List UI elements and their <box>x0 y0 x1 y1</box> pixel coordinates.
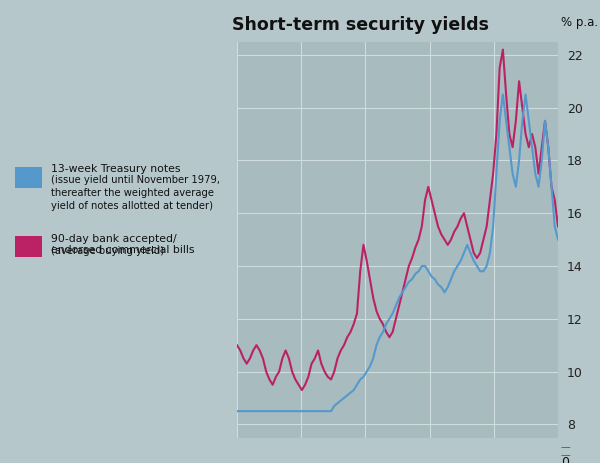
Text: —
—: — — <box>561 442 571 461</box>
Text: 90-day bank accepted/
endorsed commercial bills: 90-day bank accepted/ endorsed commercia… <box>51 234 194 256</box>
Text: 13-week Treasury notes: 13-week Treasury notes <box>51 164 181 175</box>
Text: (average buying yield): (average buying yield) <box>51 246 164 257</box>
Text: 0: 0 <box>561 456 569 463</box>
Text: % p.a.: % p.a. <box>561 16 598 29</box>
Text: (issue yield until November 1979,
thereafter the weighted average
yield of notes: (issue yield until November 1979, therea… <box>51 175 220 211</box>
Text: Short-term security yields: Short-term security yields <box>232 16 488 34</box>
